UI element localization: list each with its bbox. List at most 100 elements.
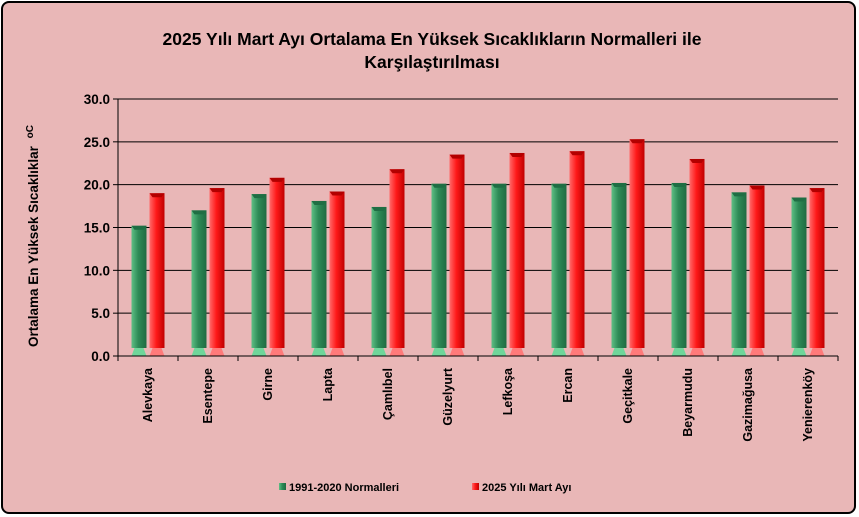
bar-base <box>389 348 405 356</box>
bar-top <box>569 151 585 156</box>
category-labels: Alevkaya Esentepe Girne Lapta Çamlıbel Güzely… <box>141 367 815 442</box>
bar-march-2025-6 <box>509 152 525 356</box>
category-label: Yenierenköy <box>801 368 815 442</box>
bar-base <box>449 348 465 356</box>
legend-label-normal: 1991-2020 Normalleri <box>289 482 399 494</box>
legend-swatch-normal <box>279 483 286 490</box>
bar-normal-7 <box>551 183 567 356</box>
bars <box>131 139 825 356</box>
bar-top <box>269 177 285 182</box>
bar-base <box>689 348 705 356</box>
bar-normal-8 <box>611 182 627 356</box>
bar-base <box>671 348 687 356</box>
bar-body <box>269 177 285 348</box>
bar-top <box>389 169 405 174</box>
gridlines <box>113 98 838 357</box>
bar-top <box>491 183 507 188</box>
legend-swatch-march-2025 <box>472 483 479 490</box>
bar-body <box>431 183 447 348</box>
bar-base <box>809 348 825 356</box>
bar-march-2025-5 <box>449 154 465 356</box>
bar-base <box>269 348 285 356</box>
bar-base <box>251 348 267 356</box>
bar-base <box>749 348 765 356</box>
bar-normal-0 <box>131 225 147 356</box>
bar-top <box>329 191 345 196</box>
bar-top <box>149 193 165 198</box>
bar-top <box>551 183 567 188</box>
bar-base <box>791 348 807 356</box>
bar-base <box>551 348 567 356</box>
bar-body <box>629 139 645 348</box>
bar-march-2025-9 <box>689 158 705 356</box>
bar-body <box>551 183 567 348</box>
bar-march-2025-8 <box>629 139 645 356</box>
bar-top <box>311 200 327 205</box>
bar-march-2025-11 <box>809 188 825 356</box>
bar-base <box>491 348 507 356</box>
bar-body <box>251 194 267 348</box>
bar-body <box>389 169 405 348</box>
bar-top <box>689 158 705 163</box>
bar-top <box>629 139 645 144</box>
bar-body <box>671 182 687 348</box>
bar-body <box>749 185 765 348</box>
bar-body <box>131 225 147 348</box>
bar-top <box>449 154 465 159</box>
category-label: Ercan <box>561 368 575 403</box>
bar-base <box>731 348 747 356</box>
bar-march-2025-0 <box>149 193 165 356</box>
bar-body <box>491 183 507 348</box>
bar-normal-9 <box>671 182 687 356</box>
bar-normal-3 <box>311 200 327 356</box>
bar-top <box>611 182 627 187</box>
axes <box>117 99 839 361</box>
category-label: Alevkaya <box>141 367 155 422</box>
y-axis-label: Ortalama En Yüksek Sıcaklıklar oC <box>25 125 41 347</box>
bar-top <box>431 183 447 188</box>
y-tick-label: 15.0 <box>84 221 110 236</box>
bar-march-2025-1 <box>209 188 225 356</box>
bar-base <box>191 348 207 356</box>
category-label: Girne <box>261 368 275 401</box>
category-label: Güzelyurt <box>441 367 455 425</box>
bar-top <box>371 206 387 211</box>
category-label: Geçitkale <box>621 368 635 424</box>
y-tick-label: 5.0 <box>91 306 110 321</box>
category-label: Gazimağusa <box>741 367 755 442</box>
bar-normal-11 <box>791 197 807 356</box>
bar-top <box>209 188 225 193</box>
category-label: Lefkoşa <box>501 367 515 415</box>
bar-body <box>311 200 327 348</box>
category-label: Lapta <box>321 367 335 401</box>
bar-body <box>371 206 387 348</box>
bar-march-2025-7 <box>569 151 585 356</box>
y-axis-unit: oC <box>25 125 36 138</box>
y-tick-label: 30.0 <box>84 92 110 107</box>
bar-normal-1 <box>191 210 207 356</box>
bar-body <box>449 154 465 348</box>
y-tick-label: 25.0 <box>84 135 110 150</box>
legend-label-march-2025: 2025 Yılı Mart Ayı <box>482 482 571 494</box>
bar-base <box>209 348 225 356</box>
bar-top <box>191 210 207 215</box>
category-label: Beyarmudu <box>681 368 695 437</box>
bar-base <box>569 348 585 356</box>
bar-body <box>569 151 585 348</box>
bar-base <box>311 348 327 356</box>
bar-base <box>509 348 525 356</box>
bar-march-2025-4 <box>389 169 405 356</box>
bar-top <box>131 225 147 230</box>
bar-top <box>809 188 825 193</box>
chart-title-line2: Karşılaştırılması <box>364 52 499 72</box>
bar-march-2025-10 <box>749 185 765 356</box>
bar-base <box>371 348 387 356</box>
bar-body <box>731 192 747 348</box>
bar-body <box>791 197 807 348</box>
y-tick-label: 10.0 <box>84 263 110 278</box>
y-tick-labels: 0.0 5.0 10.0 15.0 20.0 25.0 30.0 <box>84 92 110 364</box>
bar-body <box>809 188 825 348</box>
bar-normal-4 <box>371 206 387 356</box>
bar-base <box>131 348 147 356</box>
